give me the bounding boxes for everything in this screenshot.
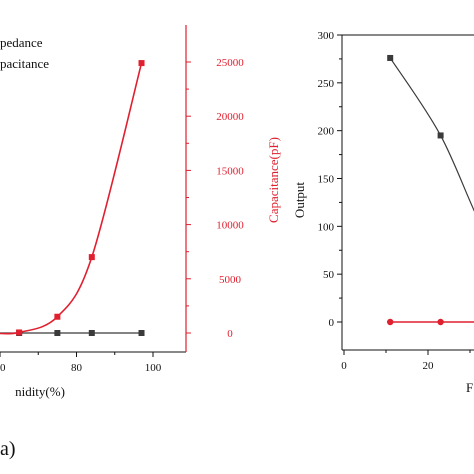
x-axis-title: nidity(%) bbox=[15, 384, 65, 399]
x-tick-label: 100 bbox=[145, 362, 162, 374]
y2-tick-label: 10000 bbox=[216, 220, 244, 232]
data-point-pacitance bbox=[16, 329, 23, 336]
y2-tick-label: 25000 bbox=[216, 57, 244, 69]
data-point-pacitance bbox=[54, 313, 61, 320]
y-tick-label: 250 bbox=[318, 78, 335, 90]
right-chart-panel: 0 50 100 150 200 250 300 0 20 Output F bbox=[292, 30, 474, 395]
data-point-pacitance bbox=[88, 254, 95, 261]
x-axis-title: F bbox=[466, 380, 473, 395]
legend-entry: pacitance bbox=[0, 56, 49, 71]
y-tick-label: 200 bbox=[318, 126, 335, 138]
x-tick-label: 60 bbox=[0, 362, 6, 374]
y2-tick-label: 20000 bbox=[216, 111, 244, 123]
data-point-pedance bbox=[54, 330, 61, 336]
data-point-pedance bbox=[88, 330, 95, 336]
y2-tick-label: 15000 bbox=[216, 165, 244, 177]
data-point-baseline bbox=[387, 318, 394, 326]
data-point-pedance bbox=[138, 330, 145, 336]
series-line-output bbox=[389, 57, 474, 212]
data-point-baseline bbox=[437, 318, 444, 326]
y-tick-label: 300 bbox=[318, 30, 335, 42]
data-point-pacitance bbox=[138, 60, 145, 67]
y-tick-label: 0 bbox=[329, 317, 335, 329]
left-chart-panel: 60 80 100 0 5000 10000 15000 20000 25000 nidity(%… bbox=[0, 25, 281, 460]
y-tick-label: 150 bbox=[318, 174, 335, 186]
y2-axis-title: Capacitance(pF) bbox=[266, 137, 281, 223]
y2-tick-label: 0 bbox=[227, 328, 233, 340]
y-tick-label: 50 bbox=[323, 269, 335, 281]
y2-tick-label: 5000 bbox=[219, 274, 242, 286]
data-point-output bbox=[437, 132, 444, 139]
x-tick-label: 20 bbox=[423, 360, 435, 372]
data-point-output bbox=[387, 54, 394, 61]
panel-label: a) bbox=[0, 438, 16, 460]
y-axis-title: Output bbox=[292, 182, 307, 219]
y-tick-label: 100 bbox=[318, 221, 335, 233]
legend-entry: pedance bbox=[0, 35, 43, 50]
x-tick-label: 0 bbox=[341, 360, 347, 372]
series-line-pacitance bbox=[0, 62, 143, 335]
x-tick-label: 80 bbox=[71, 362, 83, 374]
